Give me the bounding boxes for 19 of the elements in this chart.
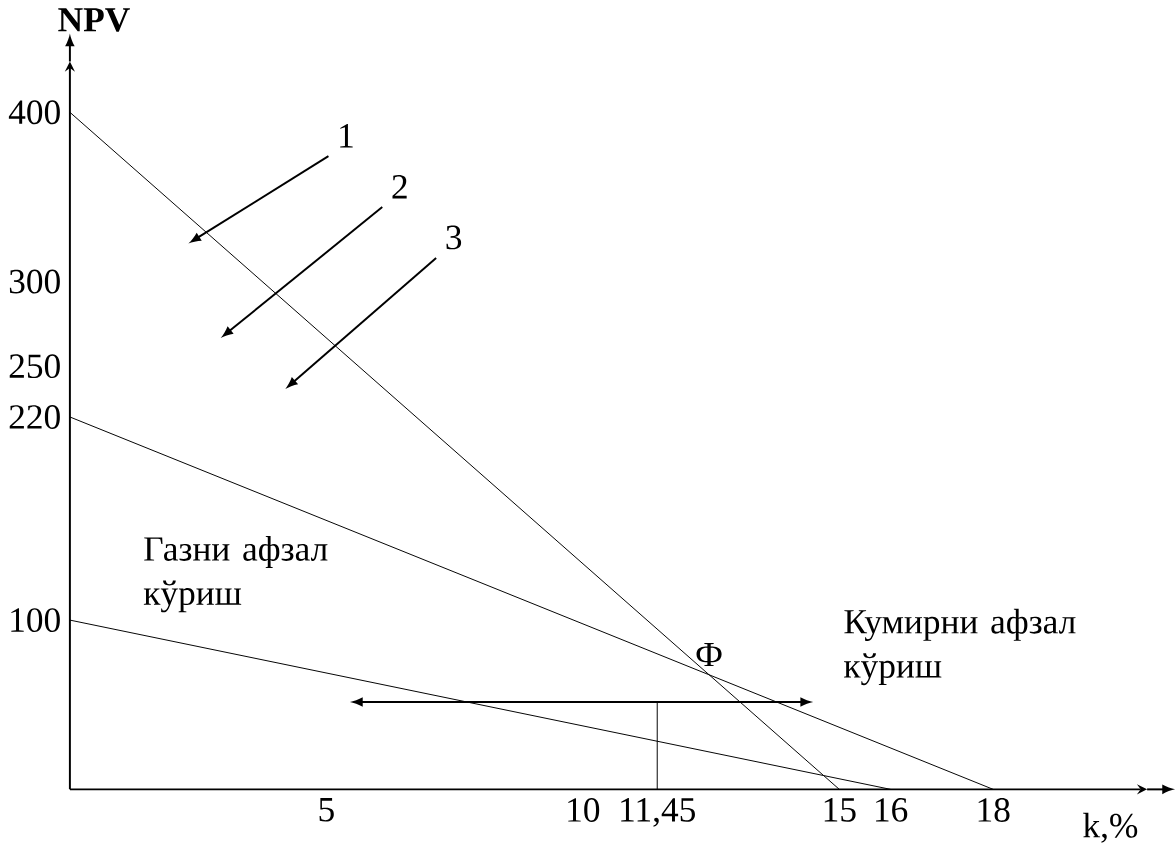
y-axis-title: NPV: [58, 8, 130, 32]
y-tick-label: 400: [8, 100, 60, 125]
annotation: 3: [446, 225, 462, 250]
annotation: 2: [392, 175, 407, 199]
x-tick-label: 10: [568, 798, 600, 822]
annotation: 1: [340, 124, 353, 148]
annotation: Кумирни афзал кўриш: [844, 608, 1076, 686]
x-tick-label: 15: [824, 798, 856, 822]
x-tick-label: 18: [978, 798, 1010, 822]
y-tick-label: 100: [11, 608, 60, 633]
y-tick-label: 250: [9, 354, 60, 379]
x-tick-label: 5: [319, 798, 334, 822]
y-tick-label: 220: [9, 405, 60, 429]
annotation: Газни афзал кўриш: [143, 536, 328, 613]
x-tick-label: 16: [876, 798, 908, 822]
annotation: Ф: [696, 642, 722, 667]
y-tick-label: 300: [9, 269, 60, 294]
x-tick-label: 11,45: [621, 798, 695, 827]
x-axis-title: k,%: [1083, 812, 1138, 843]
